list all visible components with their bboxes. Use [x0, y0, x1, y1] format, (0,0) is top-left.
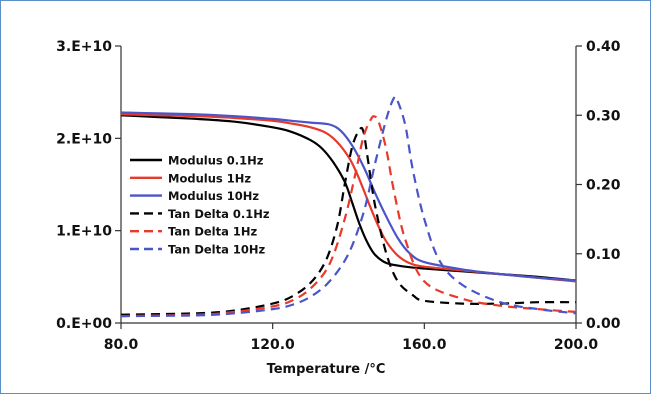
- series-line-modulus-0-1hz: [120, 114, 577, 282]
- y-right-tick-label: 0.20: [586, 178, 621, 194]
- series-line-modulus-10hz: [120, 111, 577, 282]
- series-line-tan-delta-0-1hz: [120, 126, 577, 316]
- series-line-modulus-1hz: [120, 113, 577, 283]
- x-tick-label: 160.0: [402, 337, 447, 353]
- y-right-tick-label: 0.10: [586, 247, 621, 263]
- y-left-tick-label: 0.E+00: [56, 316, 112, 332]
- x-axis-title: Temperature /°C: [267, 362, 386, 377]
- legend-label: Modulus 10Hz: [168, 189, 259, 203]
- legend-label: Modulus 1Hz: [168, 171, 251, 185]
- series-layer: [120, 95, 577, 318]
- y-right-tick-label: 0.00: [586, 316, 621, 332]
- legend-label: Tan Delta 1Hz: [168, 225, 257, 239]
- legend-label: Modulus 0.1Hz: [168, 154, 264, 168]
- x-tick-label: 200.0: [554, 337, 599, 353]
- series-line-tan-delta-1hz: [120, 115, 577, 318]
- y-left-tick-label: 2.E+10: [56, 131, 112, 147]
- series-line-tan-delta-10hz: [120, 95, 577, 318]
- axes: 80.0 120.0 160.0 200.0 0.E+00 1.E+10 2.E+10 3.E…: [56, 39, 621, 353]
- y-right-tick-label: 0.40: [586, 39, 621, 55]
- x-tick-label: 120.0: [251, 337, 296, 353]
- y-left-tick-label: 1.E+10: [56, 224, 112, 240]
- y-right-tick-label: 0.30: [586, 108, 621, 124]
- legend: Modulus 0.1Hz Modulus 1Hz Modulus 10Hz Tan …: [130, 154, 270, 257]
- legend-label: Tan Delta 0.1Hz: [168, 207, 270, 221]
- legend-label: Tan Delta 10Hz: [168, 243, 265, 257]
- x-tick-label: 80.0: [104, 337, 139, 353]
- y-left-tick-label: 3.E+10: [56, 39, 112, 55]
